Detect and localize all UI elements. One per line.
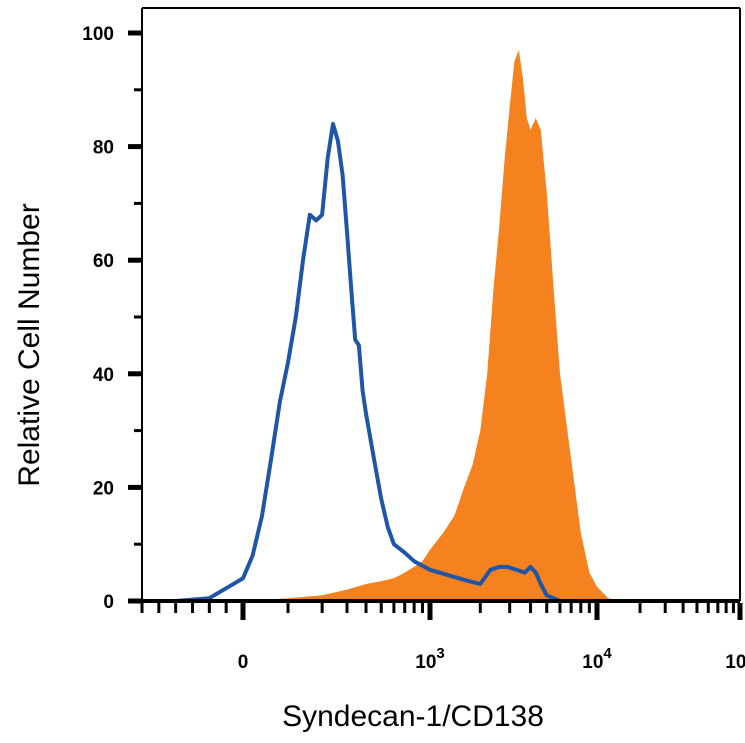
series-0-filled-histogram (142, 50, 740, 601)
y-tick-label-0: 0 (103, 592, 114, 613)
x-tick-label-1: 103 (415, 645, 444, 673)
x-tick-label-3: 105 (725, 645, 745, 673)
y-tick-label-40: 40 (93, 365, 114, 386)
y-tick-label-80: 80 (93, 138, 114, 159)
y-axis: 0 20 40 60 80 100 (82, 24, 142, 613)
y-tick-label-100: 100 (82, 24, 114, 45)
x-tick-label-0: 0 (238, 652, 249, 673)
plot-area: 0 20 40 60 80 100 0 103 104 105 (82, 7, 745, 673)
y-axis-title-wrap: Relative Cell Number (0, 0, 60, 600)
x-tick-label-2: 104 (582, 645, 612, 673)
x-axis: 0 103 104 105 (140, 603, 745, 673)
y-tick-label-20: 20 (93, 478, 114, 499)
x-axis-title: Syndecan-1/CD138 (282, 700, 544, 733)
series-layer (142, 50, 740, 603)
y-tick-label-60: 60 (93, 251, 114, 272)
series-1-line-histogram (142, 121, 740, 603)
y-axis-title: Relative Cell Number (13, 203, 46, 487)
